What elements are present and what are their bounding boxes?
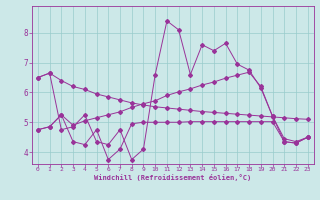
X-axis label: Windchill (Refroidissement éolien,°C): Windchill (Refroidissement éolien,°C) [94, 174, 252, 181]
